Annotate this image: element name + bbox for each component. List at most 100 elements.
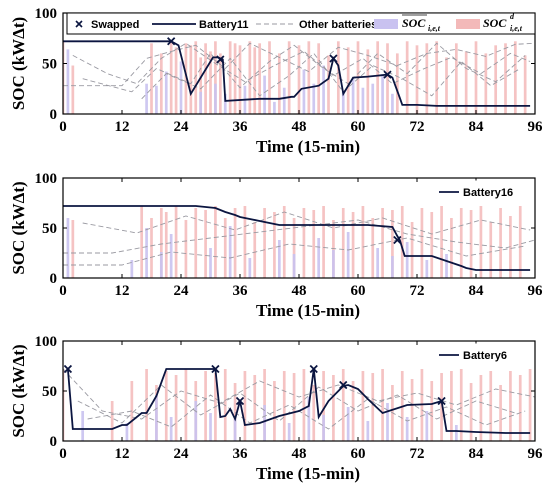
x-tick-label: 24 [174, 283, 190, 299]
x-tick-label: 12 [115, 119, 130, 135]
soc-bar [381, 75, 384, 114]
y-tick-label: 100 [35, 6, 58, 22]
x-tick-label: 84 [469, 446, 485, 462]
swapped-marker [167, 37, 176, 46]
socd-bar [504, 43, 507, 114]
soc-bar [312, 83, 316, 114]
soc-bar [273, 101, 276, 114]
socd-bar [405, 41, 409, 114]
socd-bar [184, 220, 188, 278]
y-tick-label: 0 [50, 434, 58, 450]
soc-bar [145, 83, 148, 114]
socd-bar [150, 218, 153, 278]
socd-bar [332, 220, 335, 278]
soc-bar [263, 75, 266, 114]
socd-bar [282, 371, 286, 441]
legend-soc-swatch [374, 19, 398, 29]
socd-bar [243, 206, 247, 278]
x-tick-label: 60 [351, 446, 366, 462]
soc-bar [282, 87, 286, 114]
legend-subscript: i,e,t [510, 24, 523, 33]
x-axis-title: Time (15-min) [256, 137, 360, 156]
soc-bar [145, 228, 148, 278]
socd-bar [273, 381, 276, 441]
x-axis-title: Time (15-min) [256, 464, 360, 483]
y-tick-label: 50 [42, 384, 57, 400]
socd-bar [199, 57, 203, 114]
socd-bar [307, 41, 311, 114]
socd-bar [410, 379, 414, 441]
y-axis-title: SOC (kWΔt) [9, 17, 28, 110]
socd-bar [248, 41, 252, 114]
x-tick-label: 0 [59, 119, 67, 135]
battery-line-battery6 [67, 368, 531, 434]
y-axis-title: SOC (kWΔt) [9, 181, 28, 274]
socd-bar [218, 53, 222, 114]
soc-bar [445, 254, 448, 278]
socd-bar [336, 41, 340, 114]
socd-bar [297, 45, 301, 114]
socd-bar [489, 222, 493, 278]
x-tick-label: 12 [115, 283, 130, 299]
swapped-marker-stroke [235, 396, 245, 406]
socd-bar [194, 41, 198, 114]
socd-bar [273, 212, 276, 278]
soc-bar [164, 71, 168, 114]
x-axis-title: Time (15-min) [256, 301, 360, 320]
socd-bar [528, 369, 532, 441]
x-tick-label: 0 [59, 283, 67, 299]
socd-bar [253, 222, 257, 278]
socd-bar [425, 43, 429, 114]
other-battery-line [63, 368, 535, 420]
legend-label: SOC [483, 16, 507, 30]
legend: Battery16 [434, 180, 533, 203]
socd-bar [484, 53, 488, 114]
socd-bar [341, 208, 345, 278]
y-tick-label: 0 [50, 107, 58, 123]
socd-bar [361, 371, 365, 441]
socd-bar [435, 41, 439, 114]
soc-bar [425, 411, 429, 441]
socd-bar [322, 206, 325, 278]
socd-bar [469, 383, 473, 441]
socd-bar [292, 373, 296, 441]
x-tick-label: 24 [174, 119, 190, 135]
x-tick-label: 36 [233, 119, 249, 135]
socd-bar [233, 43, 237, 114]
x-tick-label: 72 [410, 283, 425, 299]
soc-bar [199, 91, 203, 114]
socd-bar [263, 208, 266, 278]
soc-bar [287, 423, 291, 441]
socd-bar [184, 43, 188, 114]
legend-socd-swatch [456, 19, 480, 29]
socd-bar [415, 45, 419, 114]
soc-bar [386, 403, 389, 441]
socd-bar [189, 45, 193, 114]
soc-bar [322, 415, 325, 441]
soc-bar [228, 226, 232, 278]
swapped-marker-stroke [393, 235, 402, 245]
y-tick-label: 50 [42, 57, 57, 73]
plot-area [63, 205, 535, 278]
socd-bar [164, 212, 168, 278]
soc-bar [194, 401, 198, 441]
soc-bar [277, 240, 281, 278]
soc-bar [322, 65, 325, 114]
socd-bar [164, 371, 168, 441]
socd-bar [71, 220, 75, 278]
soc-bar [125, 423, 129, 441]
socd-bar [223, 218, 227, 278]
socd-bar [238, 45, 242, 114]
socd-bar [268, 41, 271, 114]
socd-bar [450, 371, 453, 441]
socd-bar [341, 369, 345, 441]
legend: Battery6 [434, 343, 533, 366]
socd-bar [169, 41, 173, 114]
legend-label: Other batteries [299, 19, 377, 31]
soc-bar [214, 83, 217, 114]
swapped-marker-stroke [383, 70, 392, 79]
swapped-marker-stroke [309, 364, 318, 374]
legend-label: Battery6 [463, 350, 507, 362]
x-tick-label: 84 [469, 283, 485, 299]
